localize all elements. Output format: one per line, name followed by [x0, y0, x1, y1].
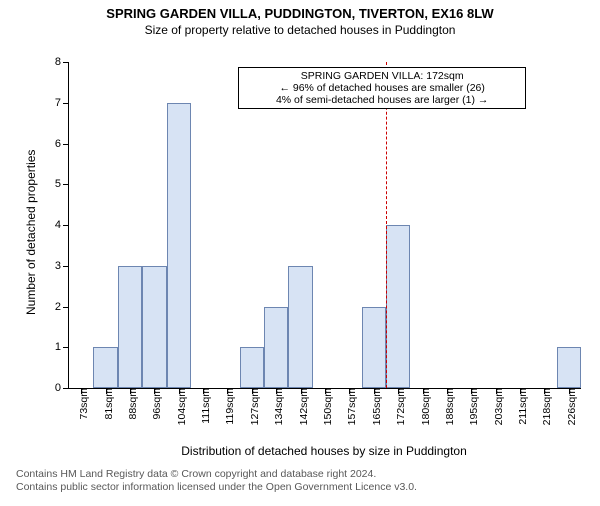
xtick-label: 195sqm [462, 388, 480, 425]
bar [167, 103, 191, 388]
ytick-label: 5 [55, 178, 69, 190]
bar [557, 347, 581, 388]
annotation-line: SPRING GARDEN VILLA: 172sqm [244, 70, 520, 82]
credits-line: Contains HM Land Registry data © Crown c… [16, 468, 417, 481]
annotation-box: SPRING GARDEN VILLA: 172sqm← 96% of deta… [238, 67, 526, 109]
xtick-label: 172sqm [389, 388, 407, 425]
xtick-label: 165sqm [365, 388, 383, 425]
y-axis-label: Number of detached properties [24, 150, 38, 315]
bar [264, 307, 288, 389]
xtick-label: 218sqm [535, 388, 553, 425]
xtick-label: 96sqm [145, 388, 163, 420]
annotation-line: 4% of semi-detached houses are larger (1… [244, 94, 520, 106]
credits: Contains HM Land Registry data © Crown c… [16, 468, 417, 494]
xtick-label: 134sqm [267, 388, 285, 425]
xtick-label: 142sqm [292, 388, 310, 425]
bar [142, 266, 166, 388]
xtick-label: 88sqm [121, 388, 139, 420]
x-axis-label: Distribution of detached houses by size … [68, 444, 580, 458]
xtick-label: 157sqm [340, 388, 358, 425]
bar [240, 347, 264, 388]
xtick-label: 188sqm [438, 388, 456, 425]
bar [93, 347, 117, 388]
xtick-label: 127sqm [243, 388, 261, 425]
bar [118, 266, 142, 388]
xtick-label: 180sqm [414, 388, 432, 425]
annotation-line: ← 96% of detached houses are smaller (26… [244, 82, 520, 94]
bar [386, 225, 410, 388]
xtick-label: 119sqm [218, 388, 236, 425]
xtick-label: 203sqm [487, 388, 505, 425]
xtick-label: 81sqm [97, 388, 115, 420]
ytick-label: 2 [55, 301, 69, 313]
xtick-label: 104sqm [170, 388, 188, 425]
xtick-label: 226sqm [560, 388, 578, 425]
ytick-label: 0 [55, 382, 69, 394]
xtick-label: 150sqm [316, 388, 334, 425]
highlight-marker [386, 62, 387, 388]
ytick-label: 7 [55, 97, 69, 109]
ytick-label: 3 [55, 260, 69, 272]
bar [288, 266, 312, 388]
ytick-label: 4 [55, 219, 69, 231]
ytick-label: 1 [55, 341, 69, 353]
chart-plot: 012345678 73sqm81sqm88sqm96sqm104sqm111s… [68, 62, 581, 389]
xtick-label: 73sqm [72, 388, 90, 420]
bar [362, 307, 386, 389]
ytick-label: 6 [55, 138, 69, 150]
chart-area: 0 1 2 3 4 5 6 7 8 73sqm 81sqm 88sqm 96sqm 104sqm 111s… [0, 6, 600, 506]
credits-line: Contains public sector information licen… [16, 481, 417, 494]
ytick-label: 8 [55, 56, 69, 68]
xtick-label: 111sqm [194, 388, 212, 424]
xtick-label: 211sqm [511, 388, 529, 425]
